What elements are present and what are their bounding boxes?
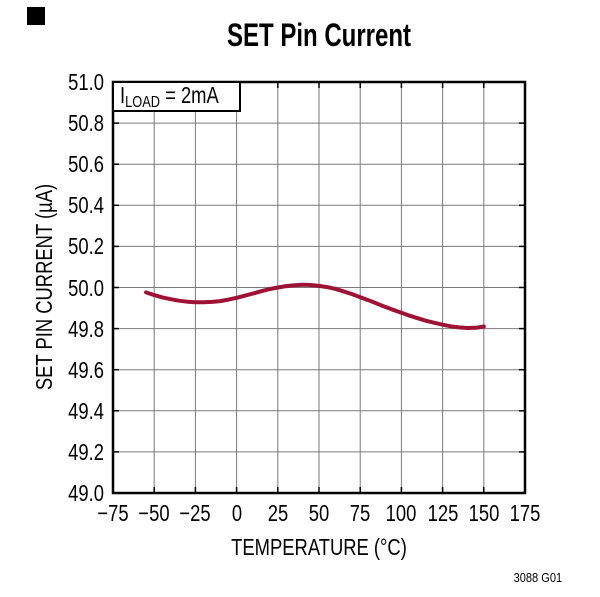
data-curve xyxy=(144,282,486,330)
y-tick-label: 50.6 xyxy=(68,151,104,178)
plot-frame xyxy=(111,80,527,495)
x-tick-label: −25 xyxy=(179,500,211,526)
annotation-suffix: = 2mA xyxy=(159,81,219,108)
x-tick-label: −50 xyxy=(138,500,170,526)
x-tick-label: 50 xyxy=(308,500,330,526)
x-tick-label: 25 xyxy=(267,500,289,526)
y-tick-label: 50.4 xyxy=(68,192,104,219)
chart-title: SET Pin Current xyxy=(226,17,412,53)
x-tick-label: 0 xyxy=(231,500,242,526)
x-tick-label: 125 xyxy=(427,500,458,526)
y-tick-label: 51.0 xyxy=(68,69,104,95)
y-tick-label: 49.6 xyxy=(68,356,104,383)
x-axis-title: TEMPERATURE (°C) xyxy=(231,534,407,560)
annotation-text: ILOAD = 2mA xyxy=(120,82,219,112)
x-tick-label: 100 xyxy=(386,500,417,526)
annotation-subscript: LOAD xyxy=(125,93,160,111)
y-tick-label: 49.0 xyxy=(68,480,104,506)
y-tick-label: 50.2 xyxy=(68,233,104,260)
x-tick-label: 175 xyxy=(509,500,541,526)
y-tick-label: 49.8 xyxy=(68,315,104,342)
annotation-box: ILOAD = 2mA xyxy=(112,81,241,112)
page-corner-marker xyxy=(27,7,45,25)
y-axis-title: SET PIN CURRENT (µA) xyxy=(31,183,57,391)
y-tick-label: 49.2 xyxy=(68,438,104,465)
y-tick-label: 49.4 xyxy=(68,397,104,424)
x-tick-label: −75 xyxy=(97,500,129,526)
x-tick-label: 75 xyxy=(349,500,371,526)
annotation-prefix: I xyxy=(120,81,126,108)
y-tick-label: 50.8 xyxy=(68,110,104,137)
figure-number: 3088 G01 xyxy=(513,570,562,585)
y-tick-label: 50.0 xyxy=(68,274,104,301)
x-tick-label: 150 xyxy=(468,500,500,526)
